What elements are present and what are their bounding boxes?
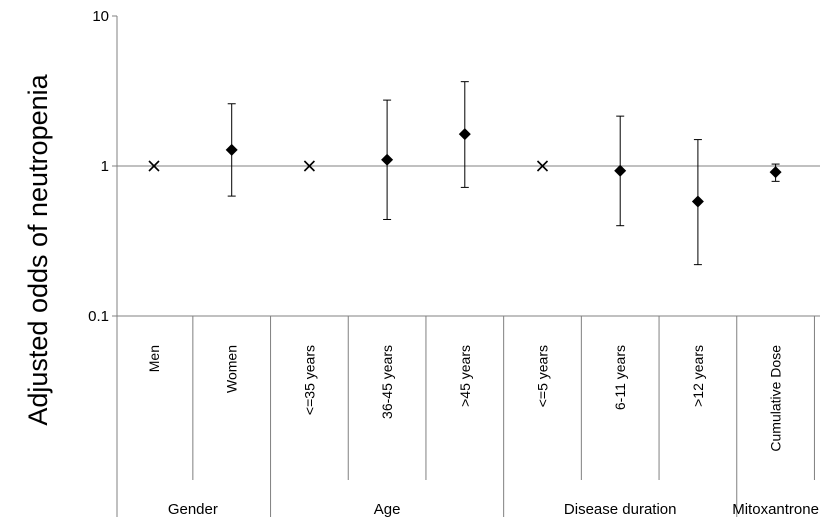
category-label: Cumulative Dose xyxy=(768,345,784,452)
category-label: <=5 years xyxy=(535,345,551,407)
group-label: Mitoxantrone xyxy=(732,501,819,518)
group-label: Disease duration xyxy=(564,501,677,518)
reference-marker xyxy=(536,160,549,172)
category-label: Women xyxy=(224,345,240,393)
category-label: Men xyxy=(146,345,162,372)
reference-marker xyxy=(303,160,315,172)
category-label: <=35 years xyxy=(301,345,317,415)
category-label: >45 years xyxy=(457,345,473,407)
data-point xyxy=(381,153,394,166)
data-point xyxy=(614,164,627,177)
category-label: 6-11 years xyxy=(612,345,628,410)
data-point xyxy=(769,166,782,179)
y-tick-label: 10 xyxy=(92,8,109,25)
category-label: >12 years xyxy=(690,345,706,407)
y-axis-label: Adjusted odds of neutropenia xyxy=(23,73,53,425)
group-label: Gender xyxy=(168,501,218,518)
data-point xyxy=(691,195,704,208)
y-tick-label: 0.1 xyxy=(88,308,109,325)
category-label: 36-45 years xyxy=(379,345,395,419)
group-label: Age xyxy=(374,501,401,518)
reference-marker xyxy=(148,160,160,172)
y-tick-label: 1 xyxy=(101,158,109,175)
data-point xyxy=(458,128,471,141)
data-point xyxy=(225,143,238,156)
